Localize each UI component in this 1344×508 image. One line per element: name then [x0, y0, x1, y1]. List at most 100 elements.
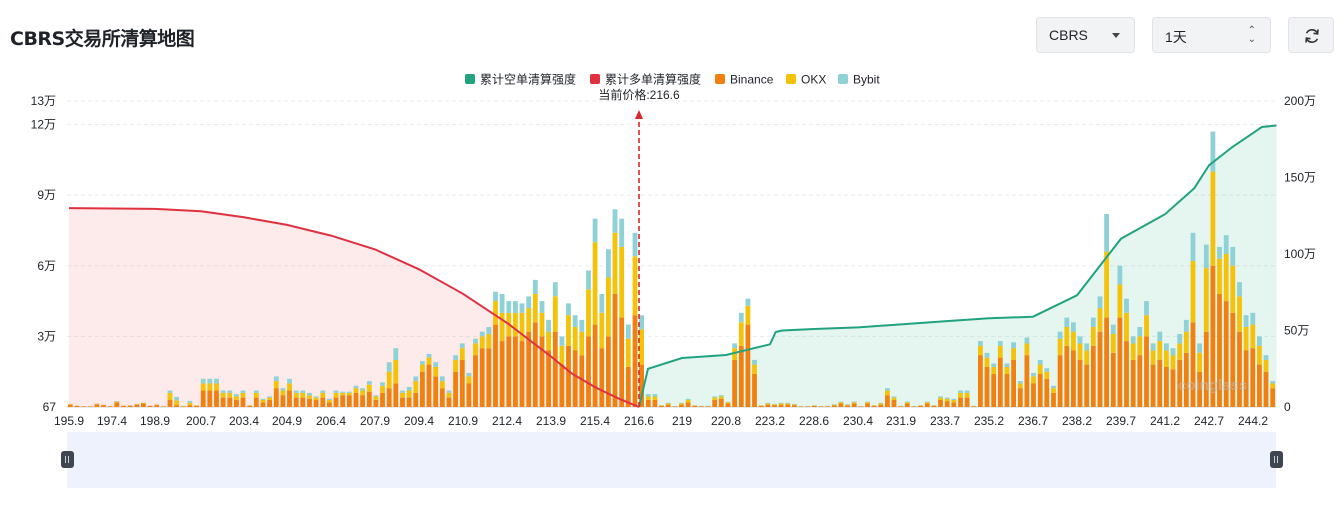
bar-binance	[951, 402, 957, 407]
bar-okx	[978, 345, 983, 356]
bar-bybit	[273, 376, 279, 382]
bar-binance	[1117, 317, 1123, 407]
bar-okx	[493, 301, 498, 325]
y-right-tick-label: 150万	[1284, 171, 1316, 185]
zoom-slider[interactable]	[61, 432, 1283, 488]
bar-binance	[346, 395, 352, 407]
bar-bybit	[831, 404, 837, 405]
bar-binance	[1243, 350, 1249, 407]
bar-bybit	[1257, 336, 1262, 346]
bar-okx	[1011, 348, 1016, 360]
y-axis-left: 67 3万 6万 9万 12万 13万	[31, 94, 57, 414]
refresh-button[interactable]	[1288, 17, 1334, 53]
bar-bybit	[439, 376, 445, 382]
bar-bybit	[253, 390, 259, 393]
bar-okx	[1144, 315, 1149, 337]
bar-bybit	[260, 398, 266, 400]
bar-okx	[459, 348, 465, 360]
x-tick-label: 233.7	[930, 414, 960, 428]
bar-bybit	[267, 396, 272, 398]
bar-okx	[1183, 331, 1189, 353]
bar-binance	[240, 397, 246, 407]
bar-bybit	[220, 390, 226, 393]
bar-binance	[1237, 331, 1242, 407]
bar-binance	[705, 406, 711, 407]
bar-binance	[433, 376, 439, 407]
bar-okx	[313, 397, 319, 400]
x-tick-label: 241.2	[1150, 414, 1180, 428]
bar-okx	[924, 402, 930, 404]
bar-binance	[758, 405, 764, 407]
bar-okx	[194, 405, 199, 406]
bar-bybit	[599, 294, 605, 313]
x-tick-label: 231.9	[886, 414, 916, 428]
y-left-tick-label: 12万	[31, 118, 56, 132]
bar-okx	[406, 390, 412, 398]
bar-okx	[287, 383, 292, 391]
slider-handle-left[interactable]	[61, 451, 74, 468]
cumulative-lines	[68, 124, 1277, 408]
bar-binance	[546, 350, 551, 407]
legend: 累计空单清算强度 累计多单清算强度 Binance OKX Bybit	[465, 72, 880, 87]
bar-okx	[400, 392, 405, 398]
bar-okx	[639, 329, 644, 365]
bar-bybit	[944, 397, 950, 399]
bar-okx	[758, 405, 764, 406]
bar-binance	[400, 397, 405, 407]
bar-okx	[1203, 268, 1209, 332]
bar-bybit	[1024, 337, 1030, 344]
bar-bybit	[1077, 336, 1083, 344]
bar-okx	[792, 404, 797, 406]
bar-okx	[247, 405, 253, 406]
period-select[interactable]: 1天 ⌃ ⌄	[1152, 17, 1271, 53]
current-price-label: 当前价格:216.6	[598, 87, 680, 102]
bar-binance	[154, 405, 160, 407]
bar-okx	[752, 364, 757, 374]
bar-okx	[871, 405, 877, 406]
bar-binance	[1124, 341, 1129, 407]
bar-binance	[586, 336, 591, 407]
bar-okx	[141, 402, 146, 404]
bar-binance	[699, 406, 704, 407]
bar-bybit	[792, 403, 797, 405]
bar-bybit	[1177, 334, 1183, 344]
bar-binance	[340, 395, 346, 407]
bar-okx	[446, 392, 452, 398]
x-tick-label: 203.4	[229, 414, 259, 428]
bar-binance	[380, 392, 385, 407]
bar-okx	[1057, 338, 1063, 356]
bar-bybit	[938, 396, 943, 398]
slider-handle-right[interactable]	[1270, 451, 1283, 468]
bar-binance	[207, 390, 213, 407]
bar-okx	[227, 392, 233, 398]
bar-bybit	[519, 303, 525, 313]
bar-okx	[1037, 364, 1043, 374]
bar-bybit	[1051, 385, 1056, 389]
bar-okx	[679, 403, 684, 405]
bar-okx	[327, 399, 332, 403]
bar-okx	[938, 397, 943, 400]
y-right-tick-label: 200万	[1284, 94, 1316, 108]
bar-binance	[552, 331, 558, 407]
bar-binance	[107, 406, 113, 407]
bar-binance	[958, 397, 963, 407]
bar-okx	[393, 359, 399, 384]
bar-binance	[94, 404, 100, 407]
bar-okx	[1090, 327, 1096, 346]
bar-okx	[619, 246, 625, 318]
bar-bybit	[1190, 232, 1196, 261]
symbol-select[interactable]: CBRS	[1036, 17, 1135, 53]
bar-okx	[346, 392, 352, 396]
bar-bybit	[838, 401, 844, 403]
bar-okx	[1084, 350, 1090, 365]
bar-bybit	[114, 401, 120, 402]
bar-bybit	[1210, 131, 1216, 172]
bar-bybit	[1064, 317, 1070, 327]
bar-binance	[1090, 345, 1096, 407]
bar-okx	[300, 392, 306, 398]
bar-bybit	[313, 396, 319, 398]
y-left-tick-label: 3万	[37, 329, 56, 343]
bar-okx	[1064, 327, 1070, 346]
bar-bybit	[679, 402, 684, 404]
bar-bybit	[1104, 214, 1109, 252]
